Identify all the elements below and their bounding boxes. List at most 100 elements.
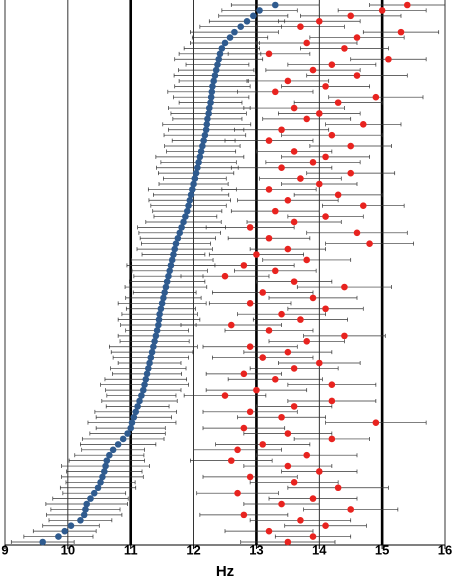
point [226, 34, 234, 41]
point [132, 408, 140, 416]
point [284, 196, 292, 204]
point [378, 7, 386, 14]
point [347, 12, 355, 20]
point [309, 159, 317, 166]
point [194, 164, 201, 172]
x-tick-label: 16 [438, 542, 452, 557]
point [240, 511, 248, 519]
point [161, 289, 168, 296]
point [328, 397, 336, 405]
point [347, 169, 355, 177]
point [303, 451, 311, 459]
point [221, 392, 229, 399]
point [271, 1, 279, 9]
point [372, 93, 380, 101]
point [114, 441, 122, 448]
point [178, 224, 185, 231]
point [315, 359, 323, 367]
point [124, 430, 131, 437]
point [284, 462, 292, 470]
point [197, 148, 205, 155]
point [359, 202, 367, 209]
point [315, 17, 323, 25]
point [237, 23, 245, 30]
point [234, 489, 241, 497]
point [191, 175, 199, 182]
point [99, 473, 106, 481]
point [214, 61, 221, 68]
point [211, 72, 219, 79]
point [271, 267, 279, 275]
point [328, 61, 336, 68]
point [366, 240, 373, 247]
point [130, 413, 138, 421]
point [152, 332, 160, 340]
point [204, 115, 211, 123]
x-tick-label: 13 [249, 542, 263, 557]
point [290, 218, 298, 226]
point [265, 50, 273, 58]
point [372, 419, 380, 426]
point [200, 137, 207, 144]
point [227, 457, 235, 464]
point [128, 419, 136, 426]
point [186, 196, 194, 204]
point [403, 1, 411, 9]
point [97, 479, 104, 486]
point [87, 495, 94, 502]
x-tick-label: 12 [186, 542, 200, 557]
point [183, 207, 191, 215]
point [253, 251, 260, 258]
point [101, 468, 108, 475]
point [156, 310, 163, 318]
point [290, 104, 298, 112]
point [246, 224, 254, 231]
point [157, 305, 165, 313]
point [290, 403, 298, 410]
x-tick-label: 10 [61, 542, 75, 557]
point [210, 77, 217, 85]
point [284, 245, 292, 253]
point [322, 305, 329, 313]
point [353, 72, 361, 79]
point [212, 66, 220, 74]
point [334, 191, 342, 199]
point [205, 104, 213, 112]
point [315, 110, 323, 117]
point [341, 45, 348, 52]
point [322, 213, 329, 220]
point [174, 234, 182, 242]
point [297, 175, 304, 182]
point [55, 533, 62, 540]
point [246, 408, 254, 416]
point [192, 169, 200, 177]
point [271, 88, 279, 96]
point [253, 386, 260, 394]
point [209, 83, 216, 90]
point [341, 283, 348, 291]
point [80, 511, 88, 519]
point [139, 386, 147, 394]
point [246, 300, 254, 307]
point [315, 468, 323, 475]
point [61, 527, 69, 535]
point [341, 332, 348, 340]
point [284, 538, 292, 546]
point [142, 375, 150, 383]
point [309, 294, 317, 302]
point [172, 240, 180, 247]
point [353, 229, 361, 237]
point [297, 517, 304, 524]
point [158, 300, 166, 307]
point [187, 191, 195, 199]
point [397, 28, 405, 36]
point [240, 262, 248, 269]
point [290, 278, 298, 285]
point [249, 12, 257, 20]
point [109, 446, 117, 454]
x-tick-label: 11 [124, 542, 138, 557]
point [147, 354, 155, 361]
point [170, 251, 177, 258]
point [322, 153, 329, 161]
